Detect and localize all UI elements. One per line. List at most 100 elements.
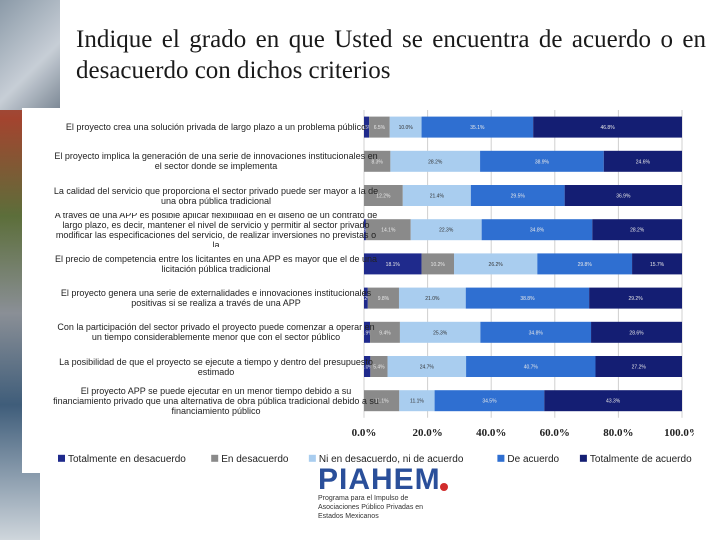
- data-label: 0.6%: [359, 228, 371, 234]
- bar-segment: [564, 185, 682, 206]
- bar-segment: [470, 185, 565, 206]
- bar-segment: [595, 356, 682, 377]
- data-label: 29.2%: [628, 296, 643, 302]
- bar-segment: [434, 390, 545, 412]
- legend-label: De acuerdo: [507, 454, 559, 465]
- bar-segment: [533, 116, 682, 138]
- data-label: 21.4%: [430, 194, 445, 200]
- data-label: 11.1%: [410, 399, 424, 405]
- bar-segment: [591, 321, 682, 343]
- category-label: A través de una APP es posible aplicar f…: [54, 212, 378, 247]
- bar-segment: [364, 219, 366, 241]
- bar-segment: [453, 253, 538, 275]
- bar-segment: [410, 219, 482, 241]
- bar-segment: [364, 287, 368, 309]
- data-label: 1.6%: [361, 125, 373, 131]
- bar-segment: [480, 150, 604, 172]
- bar-segment: [465, 287, 590, 309]
- data-label: 34.8%: [530, 228, 545, 234]
- data-label: 28.6%: [629, 330, 644, 336]
- data-label: 18.1%: [386, 262, 401, 268]
- data-label: 25.3%: [433, 330, 448, 336]
- data-label: 10.0%: [399, 125, 414, 131]
- legend-swatch: [579, 454, 587, 462]
- bar-segment: [364, 116, 370, 138]
- data-label: 9.4%: [379, 330, 391, 336]
- legend-label: Ni en desacuerdo, ni de acuerdo: [319, 454, 464, 465]
- category-label: El proyecto crea una solución privada de…: [65, 122, 367, 133]
- bar-segment: [390, 150, 481, 172]
- data-label: 6.5%: [374, 125, 386, 131]
- bar-segment: [481, 219, 593, 241]
- decorative-corner-photo: [0, 0, 60, 110]
- bar-segment: [369, 116, 390, 138]
- bar-segment: [364, 390, 400, 412]
- category-label: El proyecto APP se puede ejecutar en un …: [53, 385, 379, 416]
- data-label: 34.8%: [529, 330, 544, 336]
- logo-dot-icon: [440, 483, 448, 491]
- bar-segment: [367, 287, 399, 309]
- data-label: 22.3%: [439, 228, 454, 234]
- bar-segment: [544, 390, 682, 412]
- bar-segment: [402, 185, 471, 206]
- data-label: 46.8%: [600, 125, 615, 131]
- category-label: El precio de competencia entre los licit…: [54, 253, 378, 274]
- data-label: 29.8%: [578, 262, 593, 268]
- bar-segment: [399, 390, 435, 412]
- logo-wordmark: PIAHEM: [318, 463, 441, 496]
- bar-segment: [364, 356, 371, 377]
- data-label: 12.2%: [376, 194, 391, 200]
- data-label: 38.9%: [535, 159, 550, 165]
- bar-segment: [365, 219, 411, 241]
- x-tick-label: 100.0%: [664, 427, 694, 439]
- bar-segment: [364, 253, 422, 275]
- legend-swatch: [211, 454, 219, 462]
- data-label: 2.0%: [361, 365, 373, 371]
- data-label: 8.3%: [371, 159, 383, 165]
- data-label: 43.3%: [606, 399, 621, 405]
- bar-segment: [592, 219, 682, 241]
- legend-swatch: [497, 454, 505, 462]
- bar-segment: [364, 185, 403, 206]
- data-label: 5.4%: [373, 365, 385, 371]
- category-label: El proyecto genera una serie de external…: [60, 288, 372, 309]
- data-label: 21.0%: [425, 296, 440, 302]
- data-label: 24.6%: [636, 159, 651, 165]
- data-label: 36.9%: [616, 194, 631, 200]
- data-label: 28.2%: [630, 228, 645, 234]
- bar-segment: [370, 321, 400, 343]
- bar-segment: [370, 356, 388, 377]
- legend-label: Totalmente de acuerdo: [590, 454, 692, 465]
- bar-segment: [632, 253, 682, 275]
- data-label: 9.8%: [378, 296, 390, 302]
- bar-segment: [480, 321, 592, 343]
- bar-segment: [589, 287, 682, 309]
- x-tick-label: 60.0%: [540, 427, 570, 439]
- data-label: 14.1%: [381, 228, 396, 234]
- category-label: La calidad del servicio que proporciona …: [53, 185, 379, 206]
- category-label: El proyecto implica la generación de una…: [54, 151, 378, 172]
- legend-label: Totalmente en desacuerdo: [68, 454, 186, 465]
- bar-segment: [421, 253, 454, 275]
- data-label: 10.2%: [431, 262, 446, 268]
- bar-segment: [398, 287, 466, 309]
- x-tick-label: 20.0%: [412, 427, 442, 439]
- category-label: La posibilidad de que el proyecto se eje…: [59, 356, 373, 377]
- data-label: 34.5%: [482, 399, 497, 405]
- data-label: 26.2%: [489, 262, 504, 268]
- data-label: 35.1%: [470, 125, 485, 131]
- x-tick-label: 40.0%: [476, 427, 506, 439]
- piahem-logo: PIAHEM Programa para el Impulso de Asoci…: [318, 463, 448, 521]
- bar-segment: [387, 356, 467, 377]
- bar-segment: [364, 150, 391, 172]
- bar-segment: [389, 116, 422, 138]
- data-label: 29.5%: [511, 194, 526, 200]
- bar-segment: [537, 253, 633, 275]
- chart-canvas: 0.0% 20.0% 40.0% 60.0% 80.0% 100.0% 1.6%6.5% 10…: [58, 110, 700, 465]
- data-label: 40.7%: [524, 365, 539, 371]
- logo-subtitle: Programa para el Impulso de Asociaciones…: [318, 495, 424, 520]
- data-label: 1.9%: [361, 330, 373, 336]
- legend-swatch: [58, 454, 65, 462]
- stacked-bar-chart: 0.0% 20.0% 40.0% 60.0% 80.0% 100.0% 1.6%6.5% 10…: [22, 108, 700, 473]
- bar-segment: [466, 356, 596, 377]
